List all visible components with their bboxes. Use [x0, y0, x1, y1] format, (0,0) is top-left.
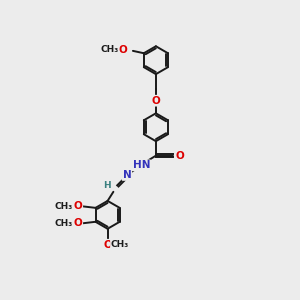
Text: O: O: [103, 240, 112, 250]
Text: O: O: [152, 96, 160, 106]
Text: CH₃: CH₃: [111, 240, 129, 249]
Text: O: O: [74, 201, 82, 212]
Text: CH₃: CH₃: [100, 45, 118, 54]
Text: O: O: [119, 45, 128, 55]
Text: HN: HN: [133, 160, 150, 170]
Text: H: H: [103, 182, 110, 190]
Text: O: O: [176, 151, 184, 161]
Text: N: N: [122, 170, 131, 180]
Text: CH₃: CH₃: [55, 202, 73, 211]
Text: O: O: [74, 218, 82, 228]
Text: CH₃: CH₃: [55, 219, 73, 228]
